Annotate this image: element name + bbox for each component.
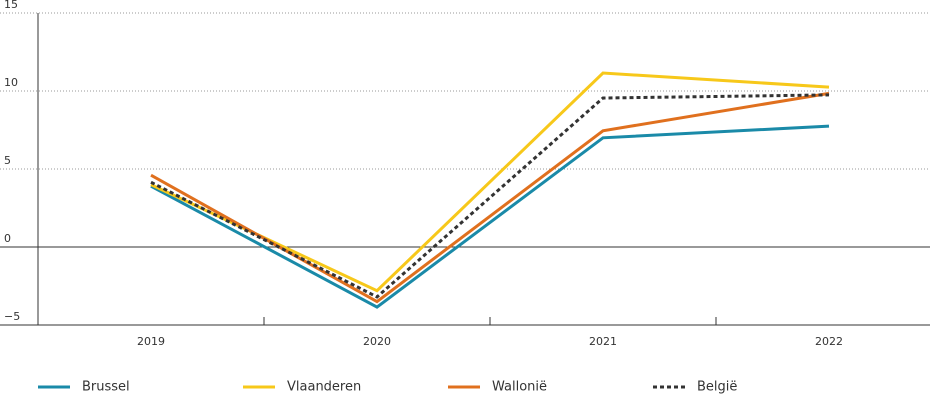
line (150, 124, 830, 309)
y-tick-label: −5 (4, 310, 20, 323)
y-tick-label: 5 (4, 154, 11, 167)
y-tick-label: 10 (4, 76, 18, 89)
y-tick-label: 0 (4, 232, 11, 245)
x-tick-label: 2019 (137, 335, 165, 348)
legend-label: Vlaanderen (287, 380, 361, 395)
x-tick-label: 2020 (363, 335, 391, 348)
line (150, 91, 830, 304)
line (150, 71, 830, 293)
legend-label: Brussel (82, 380, 130, 395)
y-tick-label: 15 (4, 0, 18, 11)
line (150, 93, 830, 299)
x-tick-label: 2022 (815, 335, 843, 348)
legend-label: België (697, 380, 737, 395)
legend-label: Wallonië (492, 380, 547, 395)
x-tick-label: 2021 (589, 335, 617, 348)
